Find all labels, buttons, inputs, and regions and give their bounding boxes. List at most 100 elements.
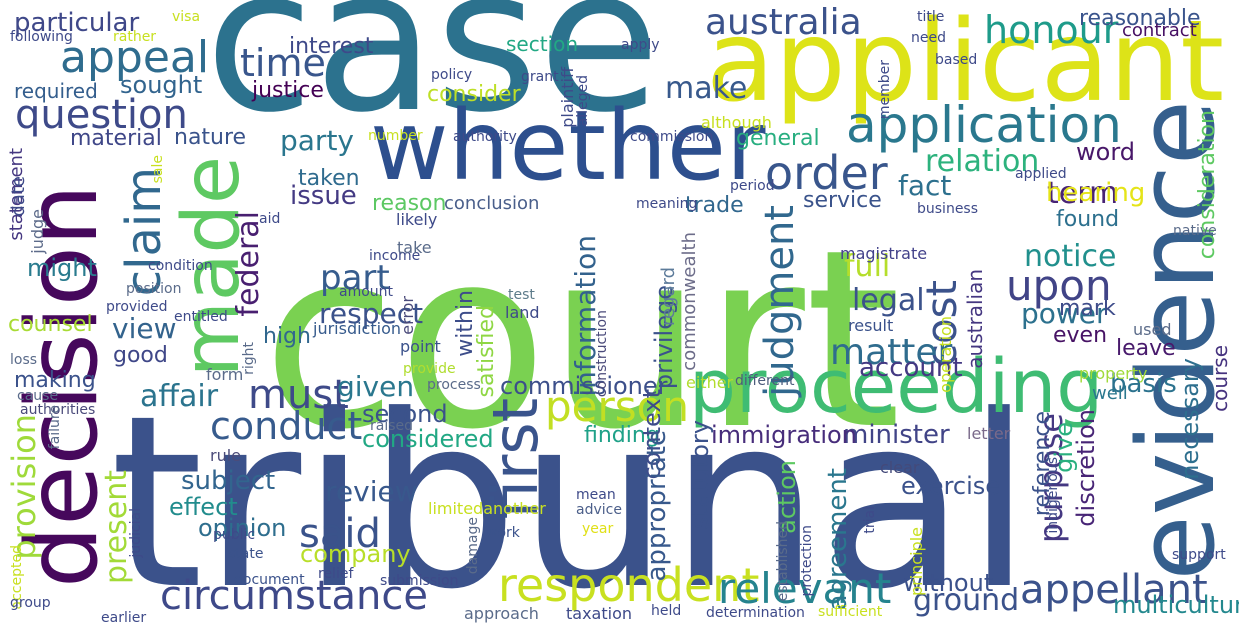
word: respect [319, 297, 424, 330]
word: provide [403, 361, 456, 377]
word: failure [47, 405, 63, 450]
word: rule [210, 446, 242, 465]
word: upon [1006, 261, 1112, 310]
word: mark [1059, 296, 1116, 321]
word: approach [464, 604, 539, 623]
word: general [736, 126, 820, 151]
word: said [299, 511, 381, 557]
word: judgment [757, 205, 803, 397]
word: ground [913, 583, 1020, 618]
word: authorities [20, 402, 96, 418]
word: australian [963, 269, 987, 369]
word: agreement [823, 468, 853, 611]
word: matter [830, 332, 953, 373]
word: alleged [575, 75, 591, 127]
word: interest [289, 34, 374, 59]
word: sale [150, 155, 166, 184]
word: company [300, 540, 411, 568]
word: date [8, 176, 29, 217]
word: judicial [128, 508, 144, 558]
word: making [14, 368, 96, 393]
word: take [397, 238, 432, 257]
word: based [935, 52, 978, 68]
word: given [337, 370, 415, 403]
word: second [362, 400, 448, 428]
word: hearing [1046, 178, 1146, 208]
word: must [248, 372, 349, 418]
word: power [1021, 297, 1108, 330]
word: form [206, 365, 244, 384]
word: whether [370, 90, 766, 202]
word: material [70, 126, 162, 151]
word: required [14, 79, 98, 103]
word: indigenous [1045, 457, 1061, 534]
word: might [27, 254, 97, 282]
word: entitled [174, 309, 228, 325]
word: number [368, 128, 423, 144]
word: amount [339, 284, 394, 300]
word: likely [396, 210, 438, 229]
word: magistrate [840, 244, 928, 263]
word: clear [880, 458, 920, 477]
word: visa [172, 9, 201, 25]
word: section [506, 32, 579, 56]
word: conclusion [444, 193, 540, 214]
word: affair [140, 379, 219, 414]
word: regard [658, 267, 679, 327]
word: finding [584, 423, 660, 448]
word: used [1133, 320, 1172, 339]
word: contract [1122, 20, 1197, 41]
word: business [917, 201, 979, 217]
word: appellant [1020, 567, 1208, 613]
word: need [911, 30, 946, 46]
word: document [234, 572, 305, 588]
word: appeal [60, 32, 210, 83]
word: sufficient [818, 604, 883, 620]
word: court [262, 198, 902, 484]
word: point [400, 337, 441, 356]
word: review [325, 475, 418, 508]
word: established [775, 521, 791, 602]
word: error [398, 296, 417, 335]
word: question [15, 92, 188, 138]
word: fact [898, 169, 952, 202]
word: position [126, 281, 182, 297]
word: loss [10, 352, 38, 368]
word: proceeding [689, 344, 1104, 430]
word: good [113, 343, 168, 368]
word: although [701, 113, 772, 132]
word: person [545, 382, 689, 431]
word: opinion [198, 514, 287, 542]
word: income [369, 248, 421, 264]
word: necessary [1176, 358, 1204, 480]
word: reason [372, 191, 447, 216]
word: consider [427, 82, 521, 107]
word: period [730, 178, 775, 194]
word: mean [576, 487, 616, 503]
word: immigration [711, 421, 857, 449]
word: respondent [498, 558, 760, 612]
word: relevant [718, 564, 892, 613]
word: either [686, 373, 734, 392]
word: effect [169, 493, 238, 521]
word: exercise [901, 472, 1001, 500]
word: aid [259, 211, 281, 227]
word: jurisdiction [313, 319, 401, 338]
word: taken [298, 166, 360, 191]
word: principle [907, 527, 926, 597]
word: appropriate [642, 430, 672, 582]
word: full [844, 249, 891, 284]
word: commonwealth [679, 232, 700, 371]
word: limitedanother [428, 499, 546, 518]
word: held [651, 603, 682, 619]
word: provision [5, 414, 43, 560]
word: advice [576, 502, 622, 518]
word: sought [120, 71, 203, 99]
word: test [508, 287, 535, 303]
word: reasonable [1079, 6, 1201, 31]
word: authority [453, 129, 517, 145]
word: rather [113, 29, 157, 45]
word: tribunal [110, 365, 1033, 625]
word: provided [106, 299, 168, 315]
